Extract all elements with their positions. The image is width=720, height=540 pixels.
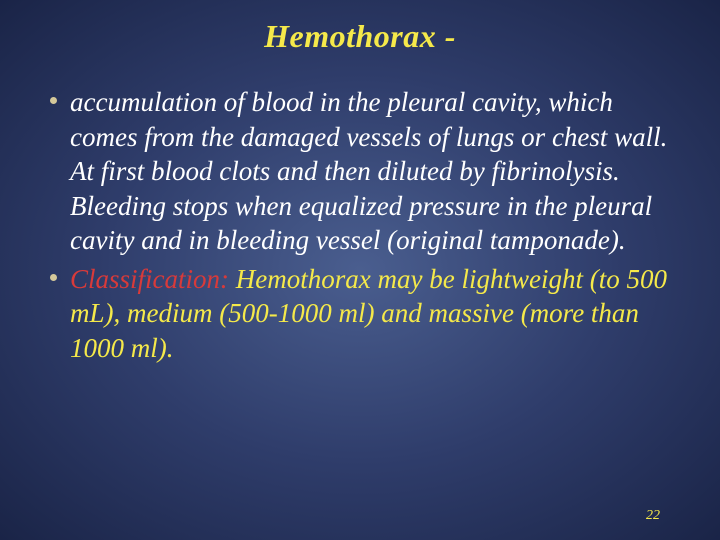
classification-label: Classification: bbox=[70, 264, 229, 294]
page-number: 22 bbox=[646, 508, 660, 524]
slide-container: Hemothorax - accumulation of blood in th… bbox=[0, 0, 720, 540]
slide-title: Hemothorax - bbox=[40, 18, 680, 55]
bullet-list: accumulation of blood in the pleural cav… bbox=[40, 85, 680, 365]
bullet-item: accumulation of blood in the pleural cav… bbox=[50, 85, 680, 258]
bullet-dot-icon bbox=[50, 97, 57, 104]
bullet-text: accumulation of blood in the pleural cav… bbox=[70, 87, 667, 255]
bullet-dot-icon bbox=[50, 274, 57, 281]
bullet-item: Classification: Hemothorax may be lightw… bbox=[50, 262, 680, 366]
